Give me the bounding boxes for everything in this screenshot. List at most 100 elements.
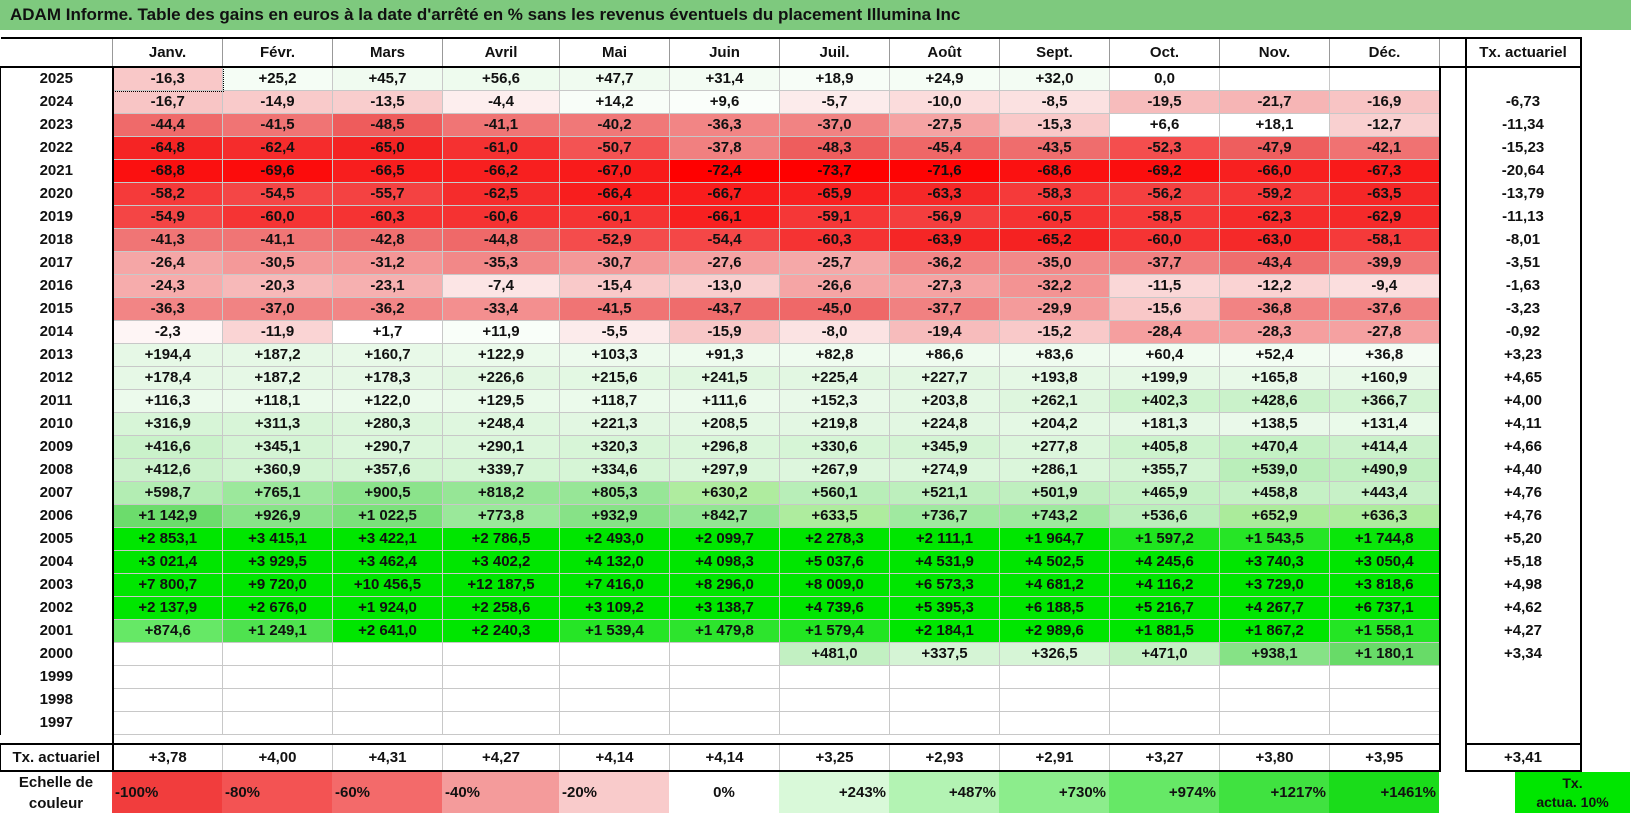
- table-row: 2013 +194,4 +187,2 +160,7 +122,9 +103,3 +91,3 +…: [0, 343, 1582, 367]
- gain-cell: +536,6: [1109, 504, 1220, 528]
- gain-cell: -31,2: [332, 251, 443, 275]
- gain-cell: +286,1: [999, 458, 1110, 482]
- gain-cell: +3 422,1: [332, 527, 443, 551]
- column-gap: [1439, 688, 1466, 712]
- gain-cell: +122,9: [442, 343, 560, 367]
- table-row: 2023 -44,4 -41,5 -48,5 -41,1 -40,2 -36,3 -37,0-…: [0, 113, 1582, 137]
- gain-cell: +481,0: [779, 642, 890, 666]
- gain-cell: +12 187,5: [442, 573, 560, 597]
- gain-cell: -12,7: [1329, 113, 1441, 137]
- month-rate: +4,27: [442, 743, 560, 772]
- gain-cell: -59,1: [779, 205, 890, 229]
- column-gap: [1439, 389, 1466, 413]
- page-title: ADAM Informe. Table des gains en euros à…: [0, 0, 1631, 30]
- gain-cell: +560,1: [779, 481, 890, 505]
- gain-cell: +10 456,5: [332, 573, 443, 597]
- gain-cell: +1 924,0: [332, 596, 443, 620]
- gain-cell: -36,8: [1219, 297, 1330, 321]
- gain-cell: +5 216,7: [1109, 596, 1220, 620]
- gain-cell: +4 116,2: [1109, 573, 1220, 597]
- gain-cell: +24,9: [889, 66, 1000, 91]
- spacer-cell: [670, 735, 780, 745]
- gain-cell: +131,4: [1329, 412, 1441, 436]
- gain-cell: -66,2: [442, 159, 560, 183]
- gain-cell: +416,6: [111, 435, 223, 459]
- gain-cell: [889, 665, 1000, 689]
- gain-cell: -60,3: [332, 205, 443, 229]
- year-label: 2009: [0, 435, 113, 459]
- column-gap: [1439, 113, 1466, 137]
- gain-cell: +501,9: [999, 481, 1110, 505]
- gain-cell: [332, 711, 443, 735]
- month-header: Févr.: [222, 37, 333, 68]
- totals-label: Tx. actuariel: [0, 743, 113, 772]
- gain-cell: -27,8: [1329, 320, 1441, 344]
- month-rate: +3,27: [1109, 743, 1220, 772]
- gain-cell: -19,5: [1109, 90, 1220, 114]
- gain-cell: +208,5: [669, 412, 780, 436]
- gain-cell: +1 867,2: [1219, 619, 1330, 643]
- gain-cell: +45,7: [332, 66, 443, 91]
- column-gap: [1439, 665, 1466, 689]
- gain-cell: +316,9: [111, 412, 223, 436]
- row-rate: +4,98: [1464, 573, 1582, 597]
- gain-cell: +1 142,9: [111, 504, 223, 528]
- table-row: 2025 -16,3 +25,2 +45,7 +56,6 +47,7 +31,4 +18,9 +…: [0, 66, 1582, 92]
- gain-cell: -35,0: [999, 251, 1110, 275]
- gain-cell: +187,2: [222, 366, 333, 390]
- gain-cell: +360,9: [222, 458, 333, 482]
- spacer-cell: [443, 735, 560, 745]
- gain-cell: -25,7: [779, 251, 890, 275]
- year-label: 1998: [0, 688, 113, 712]
- gain-cell: -60,0: [1109, 228, 1220, 252]
- gain-cell: +330,6: [779, 435, 890, 459]
- gain-cell: [1329, 711, 1441, 735]
- gain-cell: -27,5: [889, 113, 1000, 137]
- header-corner: [0, 37, 113, 68]
- gain-cell: -5,7: [779, 90, 890, 114]
- gain-cell: -54,5: [222, 182, 333, 206]
- gain-cell: -8,0: [779, 320, 890, 344]
- year-label: 2011: [0, 389, 113, 413]
- table-row: 2006 +1 142,9 +926,9 +1 022,5 +773,8 +932,9 +8…: [0, 504, 1582, 528]
- table-row: 2003 +7 800,7 +9 720,0 +10 456,5 +12 187,5 +7…: [0, 573, 1582, 597]
- gain-cell: [332, 642, 443, 666]
- gain-cell: +3 402,2: [442, 550, 560, 574]
- legend-swatch: -100%: [112, 772, 222, 813]
- spacer-cell: [890, 735, 1000, 745]
- gain-cell: +2 676,0: [222, 596, 333, 620]
- year-label: 2023: [0, 113, 113, 137]
- gain-cell: +4 132,0: [559, 550, 670, 574]
- gain-cell: -50,7: [559, 136, 670, 160]
- table-row: 1998: [0, 688, 1582, 712]
- gain-cell: -45,4: [889, 136, 1000, 160]
- gain-cell: +938,1: [1219, 642, 1330, 666]
- gain-cell: +5 395,3: [889, 596, 1000, 620]
- gain-cell: -36,3: [669, 113, 780, 137]
- gain-cell: -41,5: [559, 297, 670, 321]
- gain-cell: +355,7: [1109, 458, 1220, 482]
- column-gap: [1439, 205, 1466, 229]
- gain-cell: -37,7: [889, 297, 1000, 321]
- gain-cell: +339,7: [442, 458, 560, 482]
- gain-cell: -26,4: [111, 251, 223, 275]
- gain-cell: -45,0: [779, 297, 890, 321]
- gain-cell: +405,8: [1109, 435, 1220, 459]
- gain-cell: -10,0: [889, 90, 1000, 114]
- table-row: 2007 +598,7 +765,1 +900,5 +818,2 +805,3 +630,2…: [0, 481, 1582, 505]
- gain-cell: +4 502,5: [999, 550, 1110, 574]
- spacer-cell: [223, 735, 333, 745]
- gain-cell: +842,7: [669, 504, 780, 528]
- gain-cell: +199,9: [1109, 366, 1220, 390]
- gain-cell: -15,4: [559, 274, 670, 298]
- gain-cell: [999, 665, 1110, 689]
- gain-cell: [669, 642, 780, 666]
- gain-cell: -63,9: [889, 228, 1000, 252]
- column-gap: [1439, 504, 1466, 528]
- gain-cell: [999, 711, 1110, 735]
- gain-cell: -71,6: [889, 159, 1000, 183]
- gain-cell: -48,5: [332, 113, 443, 137]
- gain-cell: -41,1: [222, 228, 333, 252]
- gain-cell: -13,5: [332, 90, 443, 114]
- spacer-cell: [780, 735, 890, 745]
